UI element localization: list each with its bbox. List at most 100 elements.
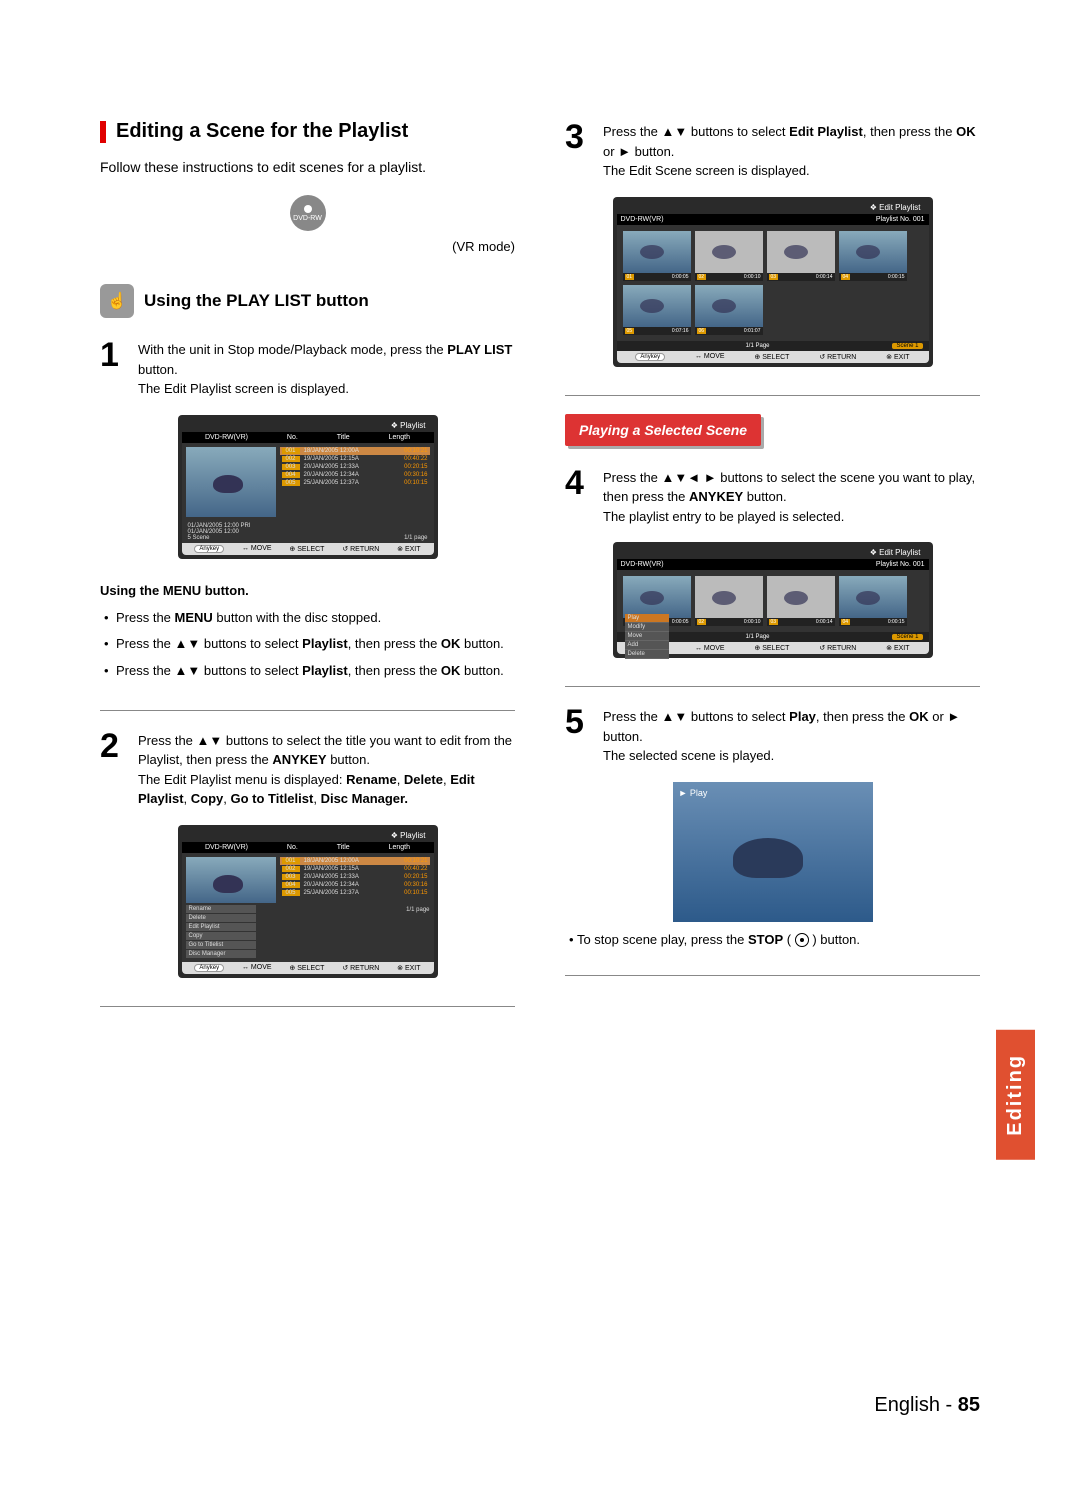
menu-item: Delete xyxy=(625,650,669,659)
scr-disc-label: DVD-RW(VR) xyxy=(205,434,248,441)
table-row: 00118/JAN/2005 12:00A00:10:21 xyxy=(280,857,430,865)
table-row: 00219/JAN/2005 12:15A00:40:22 xyxy=(280,865,430,873)
page-content: Editing a Scene for the Playlist Follow … xyxy=(0,0,1080,1085)
exit-label: EXIT xyxy=(405,546,421,553)
stop-note: To stop scene play, press the STOP ( ) b… xyxy=(565,932,980,948)
step-5: 5 Press the ▲▼ buttons to select Play, t… xyxy=(565,705,980,766)
scr-footer: Anykey ↔ MOVE ⊕ SELECT ↺ RETURN ⊗ EXIT xyxy=(182,543,434,555)
step-number: 4 xyxy=(565,466,591,527)
text: With the unit in Stop mode/Playback mode… xyxy=(138,342,447,357)
step-2: 2 Press the ▲▼ buttons to select the tit… xyxy=(100,729,515,809)
thumb-grid: 010:00:05 020:00:10 030:00:14 040:00:15 … xyxy=(617,225,929,341)
step-4-body: Press the ▲▼◄ ► buttons to select the sc… xyxy=(603,466,980,527)
menu-item: Add xyxy=(625,641,669,650)
scene-badge: Scene 1 xyxy=(892,343,922,349)
separator xyxy=(565,395,980,396)
step-number: 2 xyxy=(100,729,126,809)
vr-mode-label: (VR mode) xyxy=(100,239,515,254)
thumb: 020:00:10 xyxy=(695,576,763,626)
step-3: 3 Press the ▲▼ buttons to select Edit Pl… xyxy=(565,120,980,181)
text: button. xyxy=(138,362,178,377)
separator xyxy=(565,975,980,976)
title-text: Editing a Scene for the Playlist xyxy=(116,120,408,143)
step-number: 5 xyxy=(565,705,591,766)
page-indicator: 1/1 Page xyxy=(745,343,769,349)
page-indicator: 1/1 page xyxy=(404,535,427,541)
disc-label: DVD-RW xyxy=(293,215,322,222)
menu-item: Edit Playlist xyxy=(186,923,256,931)
separator xyxy=(100,1006,515,1007)
scene-popup-menu: Play Modify Move Add Delete xyxy=(625,614,669,659)
anykey-pill: Anykey xyxy=(194,545,224,553)
scene-count: 5 Scene xyxy=(188,535,210,541)
table-row: 00525/JAN/2005 12:37A00:10:15 xyxy=(280,479,430,487)
preview-thumb xyxy=(186,447,276,517)
list-item: Press the MENU button with the disc stop… xyxy=(104,608,515,629)
thumb: 030:00:14 xyxy=(767,576,835,626)
intro-text: Follow these instructions to edit scenes… xyxy=(100,159,515,175)
context-menu: Rename Delete Edit Playlist Copy Go to T… xyxy=(186,905,256,958)
step-1-body: With the unit in Stop mode/Playback mode… xyxy=(138,338,515,399)
disc-hole xyxy=(304,205,312,213)
table-row: 00420/JAN/2005 12:34A00:30:16 xyxy=(280,881,430,889)
thumb: 050:07:16 xyxy=(623,285,691,335)
step-number: 3 xyxy=(565,120,591,181)
section-title: Editing a Scene for the Playlist xyxy=(100,120,515,143)
playlist-number: Playlist No. 001 xyxy=(876,216,925,223)
scr-title: Edit Playlist xyxy=(879,548,920,557)
menu-item: Go to Titlelist xyxy=(186,941,256,949)
screenshot-sceneselect: Edit Playlist DVD-RW(VR)Playlist No. 001… xyxy=(613,542,933,658)
bold-text: PLAY LIST xyxy=(447,342,512,357)
menu-item: Play xyxy=(625,614,669,623)
thumb: 060:01:07 xyxy=(695,285,763,335)
subhead-text: Using the PLAY LIST button xyxy=(144,291,369,311)
play-label: Play xyxy=(679,788,708,798)
text: The Edit Playlist screen is displayed. xyxy=(138,381,349,396)
menu-bullets: Press the MENU button with the disc stop… xyxy=(100,608,515,682)
page-number: 85 xyxy=(958,1394,980,1416)
hand-icon: ☝ xyxy=(100,284,134,318)
table-row: 00219/JAN/2005 12:15A00:40:22 xyxy=(280,455,430,463)
menu-item: Copy xyxy=(186,932,256,940)
thumb: 020:00:10 xyxy=(695,231,763,281)
page-indicator: 1/1 page xyxy=(280,897,430,913)
step-4: 4 Press the ▲▼◄ ► buttons to select the … xyxy=(565,466,980,527)
thumb: 030:00:14 xyxy=(767,231,835,281)
thumb: 040:00:15 xyxy=(839,231,907,281)
lang-label: English - xyxy=(874,1394,957,1416)
screenshot-editmenu: Playlist DVD-RW(VR) No.TitleLength Renam… xyxy=(178,825,438,978)
table-row: 00525/JAN/2005 12:37A00:10:15 xyxy=(280,889,430,897)
scr-disc-label: DVD-RW(VR) xyxy=(621,216,664,223)
col-title: Title xyxy=(337,434,350,441)
play-screenshot: Play xyxy=(673,782,873,922)
stop-icon xyxy=(795,933,809,947)
table-row: 00320/JAN/2005 12:33A00:20:15 xyxy=(280,463,430,471)
menu-item: Move xyxy=(625,632,669,641)
disc-circle: DVD-RW xyxy=(290,195,326,231)
scr-title: Edit Playlist xyxy=(879,203,920,212)
menu-item: Rename xyxy=(186,905,256,913)
side-tab: Editing xyxy=(996,1030,1035,1160)
left-column: Editing a Scene for the Playlist Follow … xyxy=(100,120,515,1025)
step-number: 1 xyxy=(100,338,126,399)
step-5-body: Press the ▲▼ buttons to select Play, the… xyxy=(603,705,980,766)
menu-item: Disc Manager xyxy=(186,950,256,958)
screenshot-editplaylist: Edit Playlist DVD-RW(VR) Playlist No. 001… xyxy=(613,197,933,367)
separator xyxy=(100,710,515,711)
menu-subhead: Using the MENU button. xyxy=(100,583,515,598)
preview-thumb xyxy=(186,857,276,903)
menu-item: Delete xyxy=(186,914,256,922)
return-label: RETURN xyxy=(350,546,379,553)
title-accent-bar xyxy=(100,121,106,143)
subhead-row: ☝ Using the PLAY LIST button xyxy=(100,284,515,318)
table-row: 00320/JAN/2005 12:33A00:20:15 xyxy=(280,873,430,881)
step-3-body: Press the ▲▼ buttons to select Edit Play… xyxy=(603,120,980,181)
scr-footer: Anykey ↔ MOVE ⊕ SELECT ↺ RETURN ⊗ EXIT xyxy=(182,962,434,974)
separator xyxy=(565,686,980,687)
right-column: 3 Press the ▲▼ buttons to select Edit Pl… xyxy=(565,120,980,1025)
move-label: MOVE xyxy=(251,545,272,552)
step-1: 1 With the unit in Stop mode/Playback mo… xyxy=(100,338,515,399)
playlist-rows: 00118/JAN/2005 12:00A00:10:21 00219/JAN/… xyxy=(280,447,430,517)
screenshot-playlist: Playlist DVD-RW(VR) No. Title Length 001… xyxy=(178,415,438,559)
thumb-grid: 010:00:05 020:00:10 030:00:14 040:00:15 … xyxy=(617,570,929,632)
